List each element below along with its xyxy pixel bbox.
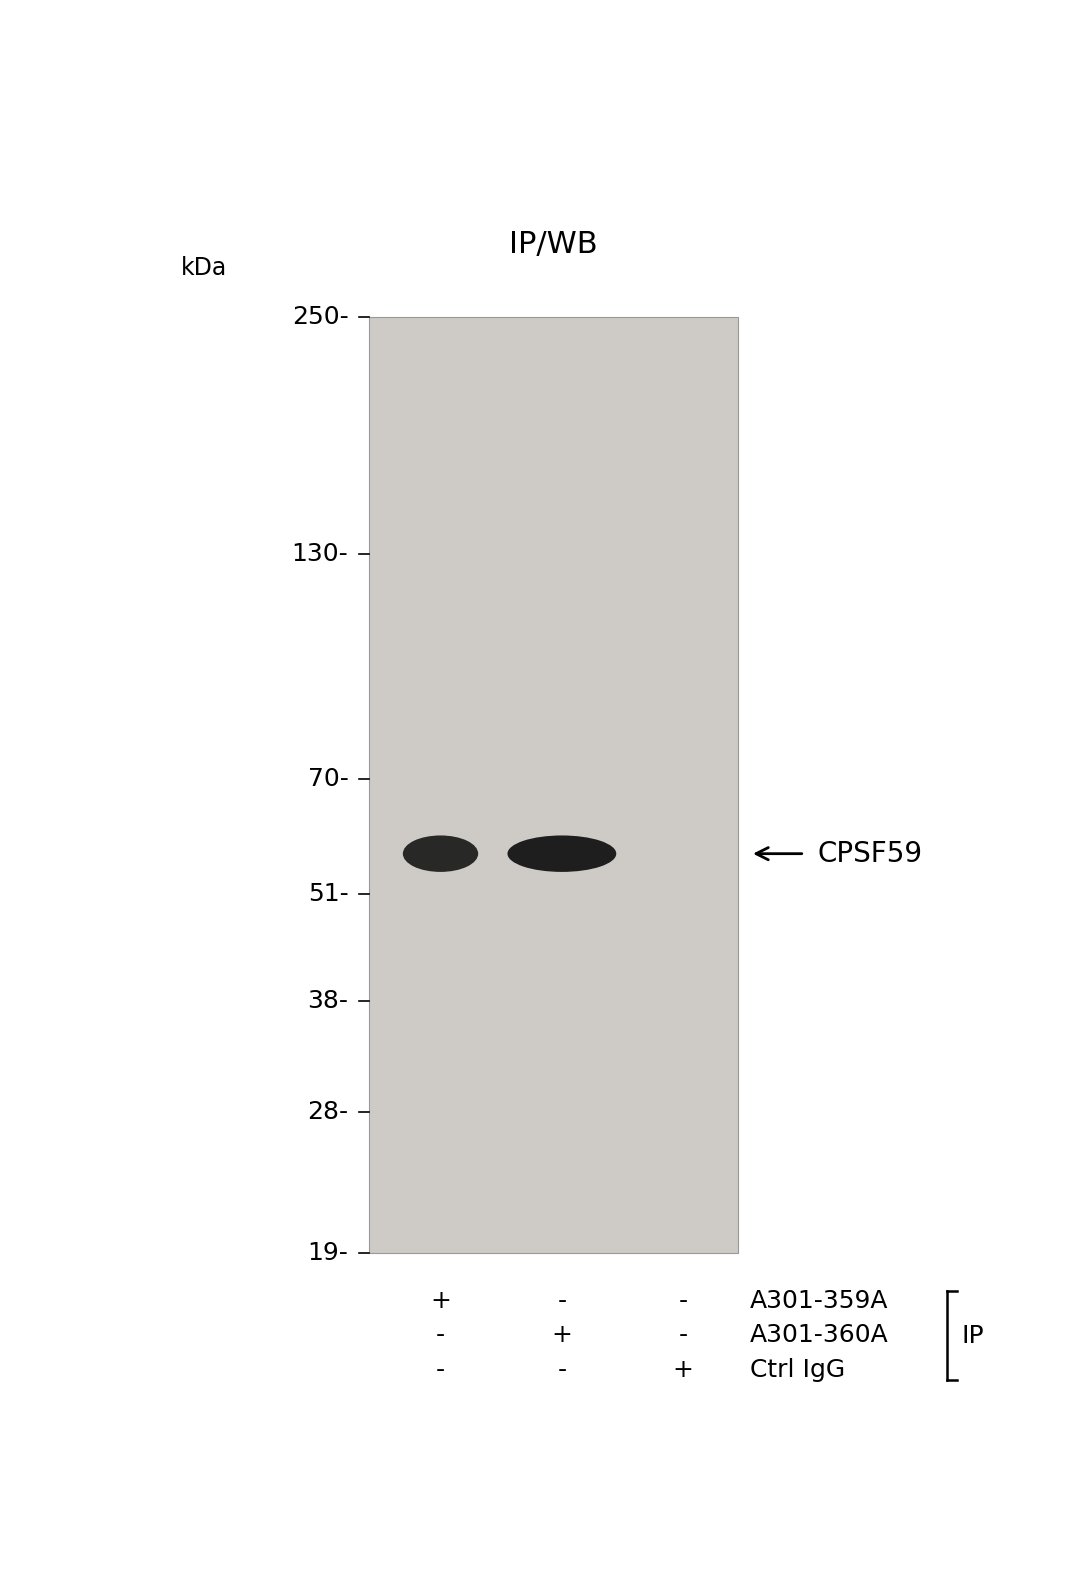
Text: A301-359A: A301-359A <box>751 1289 889 1313</box>
Text: kDa: kDa <box>181 256 227 281</box>
Text: 130-: 130- <box>292 543 349 567</box>
Text: 38-: 38- <box>308 989 349 1013</box>
Text: 250-: 250- <box>292 305 349 328</box>
Text: IP: IP <box>962 1324 985 1348</box>
Ellipse shape <box>508 835 617 873</box>
Text: +: + <box>430 1289 451 1313</box>
Text: +: + <box>552 1324 572 1348</box>
Text: Ctrl IgG: Ctrl IgG <box>751 1359 846 1382</box>
Bar <box>369 317 738 1253</box>
Ellipse shape <box>403 835 478 873</box>
Text: CPSF59: CPSF59 <box>818 839 922 868</box>
Text: 51-: 51- <box>308 882 349 906</box>
Text: 19-: 19- <box>308 1240 349 1264</box>
Text: -: - <box>436 1324 445 1348</box>
Text: -: - <box>436 1359 445 1382</box>
Text: -: - <box>557 1289 566 1313</box>
Text: 28-: 28- <box>308 1100 349 1124</box>
Text: -: - <box>678 1324 688 1348</box>
Text: -: - <box>557 1359 566 1382</box>
Text: A301-360A: A301-360A <box>751 1324 889 1348</box>
Text: 70-: 70- <box>308 767 349 791</box>
Text: -: - <box>678 1289 688 1313</box>
Text: IP/WB: IP/WB <box>509 229 598 259</box>
Text: +: + <box>673 1359 693 1382</box>
